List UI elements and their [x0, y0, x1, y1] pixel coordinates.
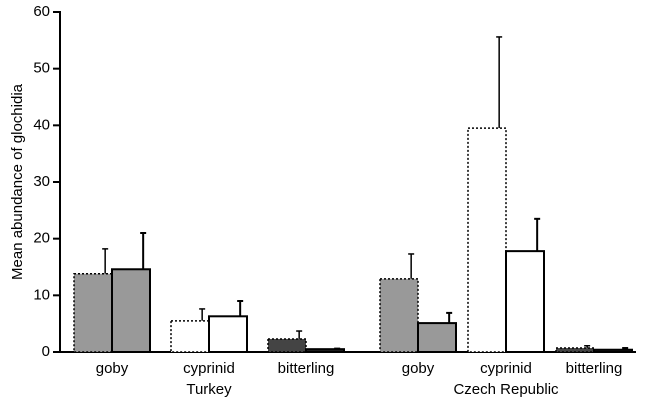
y-tick-label: 0: [42, 343, 50, 360]
bar: [417, 322, 457, 354]
bar: [267, 338, 307, 353]
bar: [111, 268, 151, 353]
y-tick-label: 20: [33, 230, 50, 247]
y-tick-label: 30: [33, 173, 50, 190]
x-tick-label: cyprinid: [183, 360, 235, 377]
y-tick-label: 60: [33, 3, 50, 20]
y-tick-label: 40: [33, 116, 50, 133]
bar: [505, 250, 545, 353]
bar: [208, 315, 248, 353]
x-tick-label: cyprinid: [480, 360, 532, 377]
x-tick-label: bitterling: [566, 360, 623, 377]
bar: [555, 347, 595, 353]
x-tick-label: bitterling: [278, 360, 335, 377]
bar: [593, 348, 633, 354]
bar: [73, 273, 113, 353]
y-axis-label: Mean abundance of glochidia: [9, 83, 26, 280]
bar: [305, 348, 345, 353]
x-tick-label: goby: [402, 360, 435, 377]
y-tick-label: 50: [33, 60, 50, 77]
x-tick-label: goby: [96, 360, 129, 377]
bar: [379, 278, 419, 353]
group-label: Czech Republic: [453, 381, 559, 398]
bar: [170, 320, 210, 353]
y-tick-label: 10: [33, 286, 50, 303]
bar: [467, 127, 507, 353]
group-label: Turkey: [186, 381, 232, 398]
